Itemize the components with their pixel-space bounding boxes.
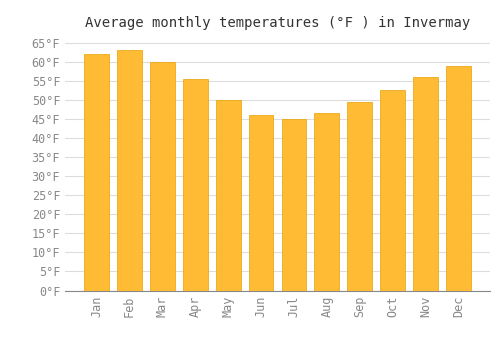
Bar bbox=[150, 62, 174, 290]
Bar bbox=[380, 90, 405, 290]
Bar bbox=[446, 65, 470, 290]
Bar bbox=[413, 77, 438, 290]
Bar bbox=[117, 50, 142, 290]
Bar bbox=[314, 113, 339, 290]
Bar bbox=[84, 54, 109, 290]
Bar bbox=[216, 100, 240, 290]
Title: Average monthly temperatures (°F ) in Invermay: Average monthly temperatures (°F ) in In… bbox=[85, 16, 470, 30]
Bar bbox=[183, 79, 208, 290]
Bar bbox=[348, 102, 372, 290]
Bar bbox=[282, 119, 306, 290]
Bar bbox=[248, 115, 274, 290]
